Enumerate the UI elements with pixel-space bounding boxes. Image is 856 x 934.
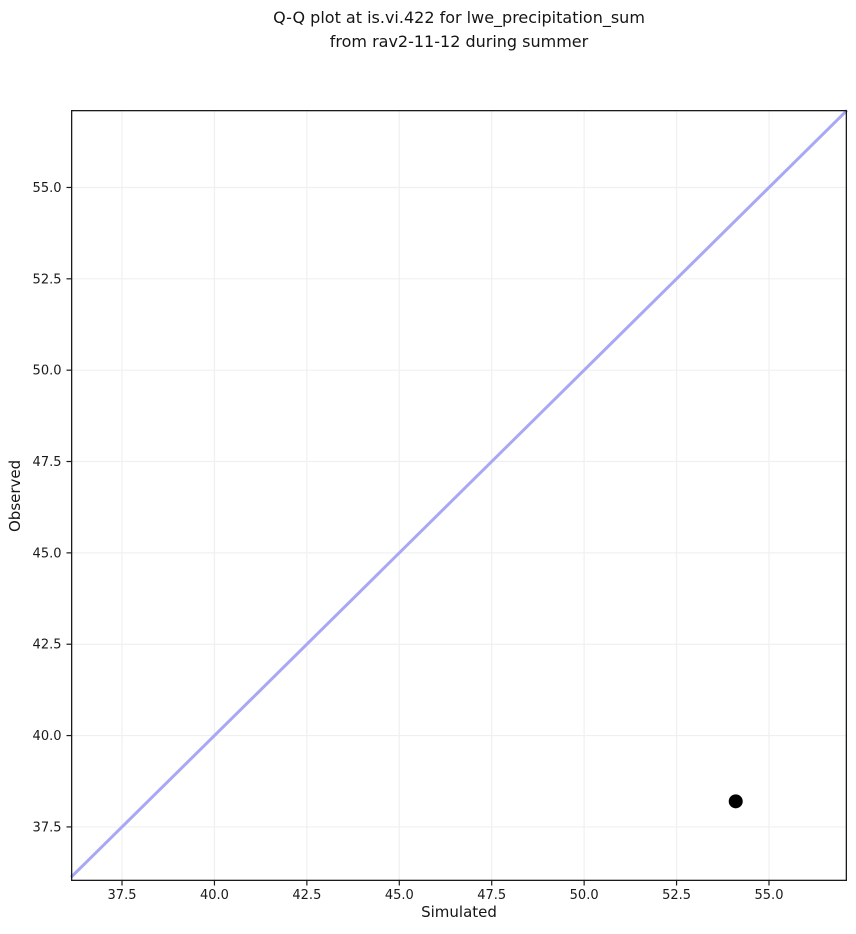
chart-title-line1: Q-Q plot at is.vi.422 for lwe_precipitat…	[273, 8, 645, 27]
y-tick-label: 47.5	[33, 455, 62, 470]
chart-title: Q-Q plot at is.vi.422 for lwe_precipitat…	[71, 6, 847, 54]
x-tick-label: 55.0	[755, 888, 784, 903]
x-tick-label: 45.0	[385, 888, 414, 903]
y-tick-label: 42.5	[33, 638, 62, 653]
y-tick-label: 45.0	[33, 546, 62, 561]
x-tick-label: 47.5	[477, 888, 506, 903]
y-tick-label: 37.5	[33, 820, 62, 835]
y-axis-label: Observed	[6, 459, 24, 532]
plot-area: 37.5 40.0 42.5 45.0 47.5 50.0 52.5 55.0 37.5 40.0…	[33, 109, 849, 903]
y-tick-label: 40.0	[33, 729, 62, 744]
data-point	[728, 794, 743, 809]
identity-line	[69, 109, 849, 879]
x-tick-label: 40.0	[200, 888, 229, 903]
y-tick-label: 55.0	[33, 181, 62, 196]
x-tick-label: 52.5	[662, 888, 691, 903]
x-tick-label: 37.5	[108, 888, 137, 903]
chart-title-line2: from rav2-11-12 during summer	[329, 32, 589, 51]
y-tick-label: 50.0	[33, 364, 62, 379]
x-tick-label: 42.5	[292, 888, 321, 903]
plot-border	[70, 109, 848, 882]
y-tick-label: 52.5	[33, 272, 62, 287]
x-axis-label: Simulated	[421, 903, 497, 921]
x-tick-label: 50.0	[570, 888, 599, 903]
